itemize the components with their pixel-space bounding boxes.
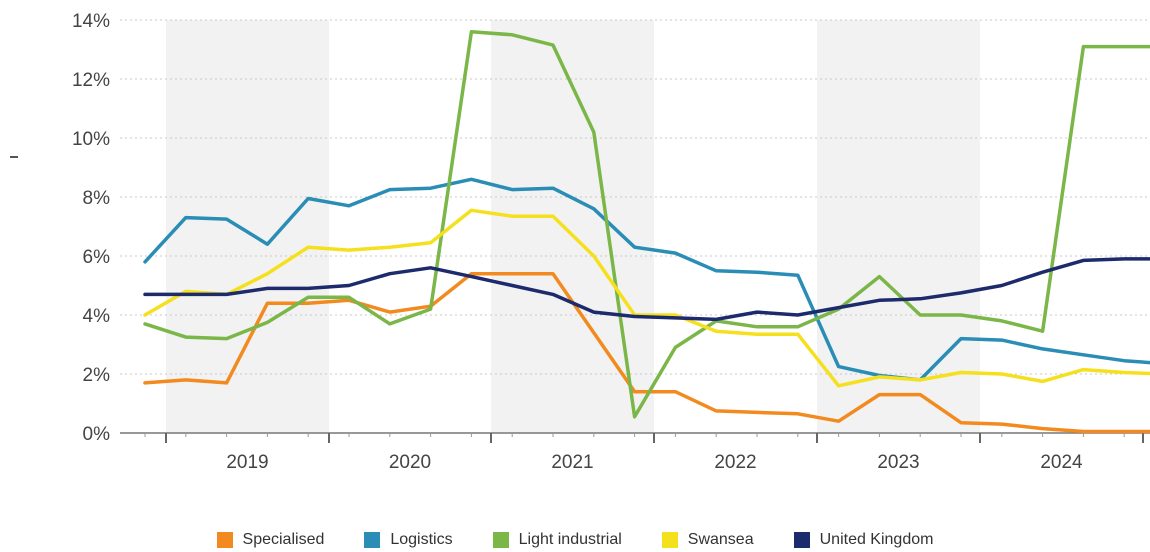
- y-tick-label: 2%: [83, 365, 111, 386]
- legend-label: United Kingdom: [819, 531, 934, 548]
- year-labels: 2019 2020 2021 2022 2023 2024: [226, 452, 1083, 473]
- y-tick-label: 14%: [72, 11, 110, 32]
- legend-item-logistics: Logistics: [364, 531, 453, 549]
- legend-label: Logistics: [390, 531, 453, 548]
- x-tick-label-2024: 2024: [1040, 452, 1083, 473]
- legend-swatch: [364, 532, 381, 548]
- legend-item-united-kingdom: United Kingdom: [793, 531, 934, 549]
- legend-swatch: [793, 532, 810, 548]
- y-tick-labels: 0% 2% 4% 6% 8% 10% 12% 14%: [72, 11, 110, 445]
- year-band-2023: [817, 20, 980, 433]
- legend: Specialised Logistics Light industrial Swan…: [0, 528, 1150, 552]
- legend-label: Light industrial: [518, 531, 622, 548]
- series-lines: [143, 30, 1150, 434]
- legend-swatch: [661, 532, 678, 548]
- legend-swatch: [492, 532, 509, 548]
- y-tick-label: 4%: [83, 306, 111, 327]
- legend-label: Swansea: [687, 531, 754, 548]
- x-axis: [120, 432, 1150, 443]
- y-tick-label: 12%: [72, 70, 110, 91]
- y-tick-label: 0%: [83, 424, 111, 445]
- y-tick-label: 8%: [83, 188, 111, 209]
- series-line-specialised: [143, 271, 1150, 434]
- x-tick-label-2023: 2023: [877, 452, 919, 473]
- series-line-swansea: [143, 208, 1150, 388]
- series-line-united-kingdom: [143, 257, 1150, 322]
- x-tick-label-2021: 2021: [551, 452, 593, 473]
- legend-item-light-industrial: Light industrial: [492, 531, 622, 549]
- y-tick-label: 10%: [72, 129, 110, 150]
- legend-item-specialised: Specialised: [216, 531, 325, 549]
- series-line-logistics: [143, 177, 1150, 382]
- x-tick-label-2022: 2022: [714, 452, 756, 473]
- gridlines: [120, 19, 1150, 375]
- legend-label: Specialised: [242, 531, 325, 548]
- legend-item-swansea: Swansea: [661, 531, 754, 549]
- legend-swatch: [216, 532, 233, 548]
- year-band-2019: [166, 20, 329, 433]
- x-tick-label-2019: 2019: [226, 452, 268, 473]
- y-tick-label: 6%: [83, 247, 111, 268]
- x-tick-label-2020: 2020: [389, 452, 431, 473]
- side-mark: [10, 156, 18, 158]
- series-line-light-industrial: [143, 30, 1150, 419]
